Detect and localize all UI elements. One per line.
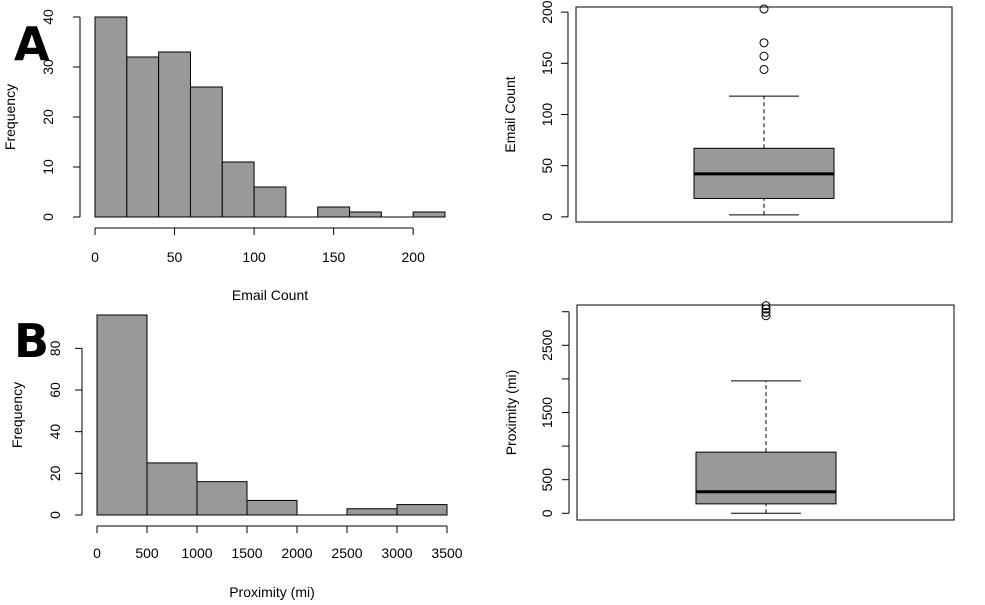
outlier-point (761, 311, 771, 321)
y-axis-label: Proximity (mi) (503, 370, 519, 456)
y-tick-label: 20 (47, 465, 63, 481)
histogram-bar (221, 161, 255, 218)
y-tick-label: 200 (539, 0, 555, 24)
y-tick-label: 80 (47, 340, 63, 356)
y-tick-label: 30 (40, 59, 56, 75)
histogram-bar (126, 56, 160, 218)
box-iqr (695, 451, 837, 505)
x-tick-label: 1500 (231, 545, 262, 561)
x-tick-label: 3000 (381, 545, 412, 561)
outlier-point (761, 304, 771, 314)
histogram-bar (196, 481, 248, 516)
x-tick-label: 100 (242, 249, 266, 265)
x-axis-label: Email Count (232, 287, 308, 303)
y-tick-label: 20 (40, 109, 56, 125)
outlier-point (759, 51, 769, 61)
histogram-bar (317, 206, 351, 218)
y-tick-label: 2500 (539, 330, 555, 361)
y-axis-label: Frequency (9, 382, 25, 448)
y-tick-label: 1500 (539, 397, 555, 428)
plot-frame (575, 6, 953, 223)
histogram-bar (246, 499, 298, 516)
x-tick-label: 2500 (331, 545, 362, 561)
x-tick-label: 200 (402, 249, 426, 265)
y-tick-label: 40 (47, 424, 63, 440)
y-tick-label: 50 (539, 158, 555, 174)
y-tick-label: 0 (40, 213, 56, 221)
y-tick-label: 0 (539, 509, 555, 517)
x-tick-label: 50 (167, 249, 183, 265)
y-tick-label: 0 (539, 213, 555, 221)
y-tick-label: 150 (539, 51, 555, 75)
y-tick-label: 10 (40, 159, 56, 175)
x-tick-label: 500 (135, 545, 159, 561)
panel-label-b: B (14, 314, 49, 368)
outlier-point (761, 301, 771, 311)
y-axis-label: Frequency (2, 84, 18, 150)
histogram-bar (96, 314, 148, 516)
y-tick-label: 100 (539, 103, 555, 127)
histogram-bar (412, 211, 446, 218)
histogram-bar (189, 86, 223, 218)
x-tick-label: 3500 (431, 545, 462, 561)
y-tick-label: 40 (40, 9, 56, 25)
y-tick-label: 500 (539, 468, 555, 492)
y-tick-label: 60 (47, 382, 63, 398)
y-axis-label: Email Count (502, 76, 518, 152)
outlier-point (761, 307, 771, 317)
x-tick-label: 0 (93, 545, 101, 561)
x-tick-label: 2000 (281, 545, 312, 561)
outlier-point (759, 4, 769, 14)
y-tick-label: 0 (47, 511, 63, 519)
outlier-point (759, 38, 769, 48)
histogram-bar (158, 51, 191, 218)
histogram-bar (94, 16, 128, 218)
x-tick-label: 1000 (181, 545, 212, 561)
x-tick-label: 150 (322, 249, 346, 265)
histogram-bar (146, 462, 198, 516)
histogram-bar (346, 508, 398, 516)
histogram-bar (396, 504, 448, 516)
panel-label-a: A (14, 17, 50, 71)
histogram-bar (253, 186, 287, 218)
outlier-point (759, 64, 769, 74)
histogram-bar (349, 211, 382, 218)
x-tick-label: 0 (91, 249, 99, 265)
x-axis-label: Proximity (mi) (229, 584, 315, 600)
